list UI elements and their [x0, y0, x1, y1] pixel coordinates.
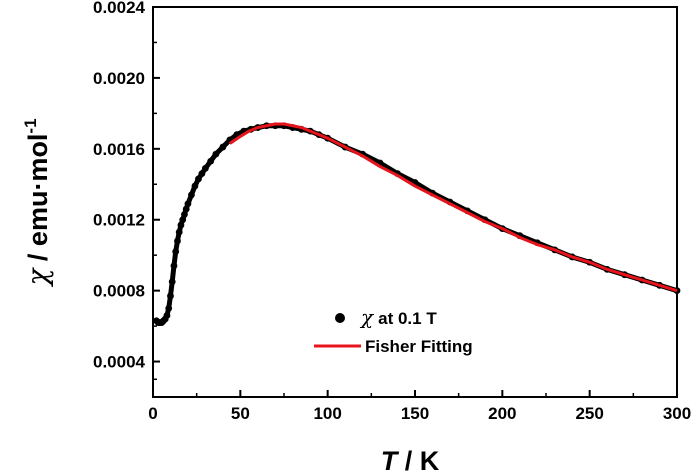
fit-line	[229, 122, 678, 293]
data-point	[179, 216, 187, 224]
x-axis-unit: / K	[397, 446, 440, 475]
data-point	[195, 175, 202, 183]
legend-chi-symbol: χ	[359, 305, 375, 329]
data-point	[174, 237, 181, 245]
legend-points-label: χ at 0.1 T	[359, 305, 437, 329]
y-tick-label: 0.0016	[93, 140, 145, 159]
x-tick-label: 250	[575, 404, 603, 423]
data-point	[207, 157, 215, 165]
legend: χ at 0.1 T Fisher Fitting	[314, 305, 473, 356]
y-tick-labels: 0.0004 0.0008 0.0012 0.0016 0.0020 0.0024	[93, 0, 146, 372]
data-point	[181, 211, 188, 218]
y-tick-label: 0.0012	[93, 211, 145, 230]
x-axis-title: T / K	[381, 446, 440, 475]
data-point	[198, 170, 206, 178]
series-points	[153, 122, 681, 326]
data-point	[188, 191, 195, 199]
data-point	[191, 182, 199, 190]
data-point	[184, 200, 192, 208]
x-tick-label: 50	[231, 404, 250, 423]
legend-points-marker	[335, 313, 345, 323]
data-point	[175, 228, 183, 236]
y-tick-label: 0.0024	[93, 0, 146, 17]
data-point	[167, 292, 174, 300]
x-tick-label: 300	[663, 404, 691, 423]
x-tick-label: 0	[148, 404, 157, 423]
data-point	[212, 150, 220, 158]
y-axis-title: χ / emu·mol-1	[21, 118, 54, 287]
x-axis-symbol: T	[381, 446, 400, 475]
legend-points-text: at 0.1 T	[378, 309, 437, 328]
x-tick-label: 100	[313, 404, 341, 423]
x-tick-label: 200	[488, 404, 516, 423]
data-point	[219, 143, 227, 151]
y-tick-label: 0.0004	[93, 353, 146, 372]
data-point	[202, 164, 209, 172]
y-tick-label: 0.0008	[93, 282, 145, 301]
data-point	[172, 248, 180, 256]
data-point	[163, 312, 171, 319]
x-tick-labels: 0 50 100 150 200 250 300	[148, 404, 691, 423]
data-point	[165, 304, 173, 312]
data-point	[168, 278, 176, 286]
legend-fit-label: Fisher Fitting	[365, 337, 473, 356]
y-tick-label: 0.0020	[93, 69, 145, 88]
y-axis-superscript: -1	[21, 118, 40, 133]
data-point	[182, 205, 190, 213]
y-axis-unit: / emu·mol	[23, 134, 53, 269]
data-point	[177, 221, 185, 229]
series-layer	[153, 122, 681, 326]
data-points-trace	[154, 123, 678, 326]
y-axis-symbol: χ	[21, 267, 54, 288]
data-point	[170, 262, 178, 270]
tick-marks	[152, 6, 678, 397]
x-tick-label: 150	[401, 404, 429, 423]
